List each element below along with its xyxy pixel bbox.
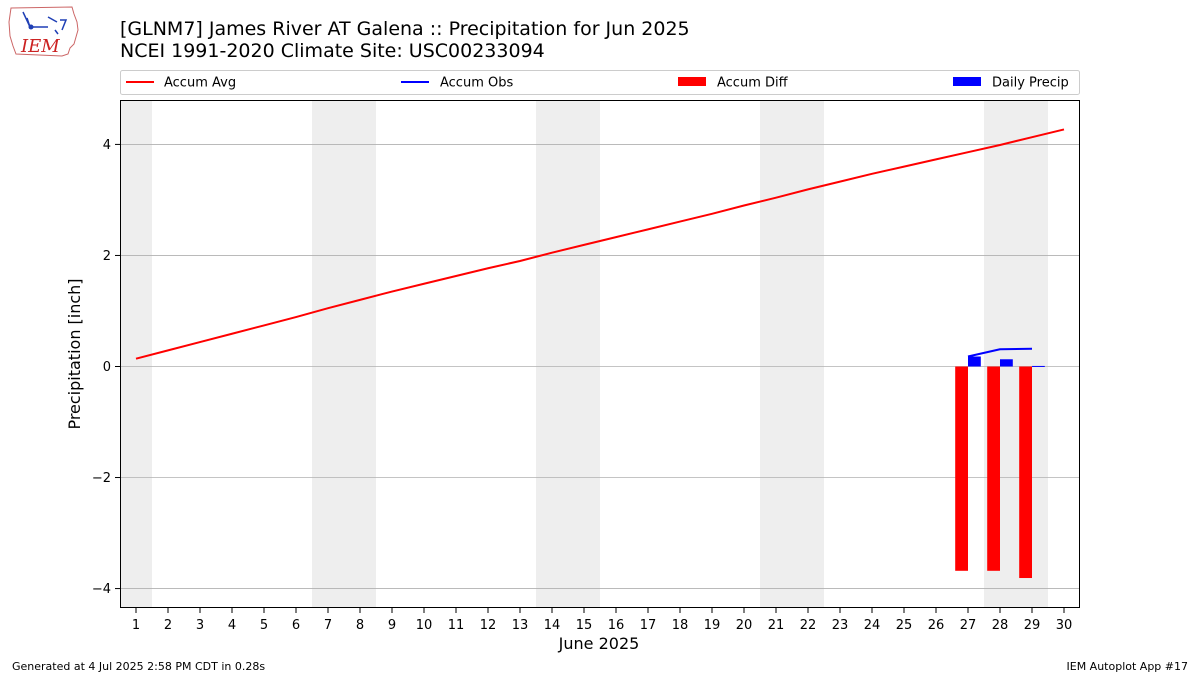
x-tick-label-14: 14 xyxy=(544,618,561,633)
legend-swatch-daily-precip xyxy=(953,77,981,86)
x-tick-label-22: 22 xyxy=(800,618,817,633)
x-axis-label: June 2025 xyxy=(558,634,640,653)
iowa-outline-icon xyxy=(8,6,79,57)
x-tick-label-20: 20 xyxy=(736,618,753,633)
x-tick-label-26: 26 xyxy=(928,618,945,633)
x-tick-label-2: 2 xyxy=(164,618,172,633)
x-tick-label-18: 18 xyxy=(672,618,689,633)
chart-title-line1: [GLNM7] James River AT Galena :: Precipi… xyxy=(120,18,690,40)
y-tick-label-0: 4 xyxy=(103,138,111,153)
x-tick-label-5: 5 xyxy=(260,618,268,633)
legend-box xyxy=(120,70,1080,95)
chart-title-line2: NCEI 1991-2020 Climate Site: USC00233094 xyxy=(120,40,545,62)
x-tick-label-19: 19 xyxy=(704,618,721,633)
x-tick-label-13: 13 xyxy=(512,618,529,633)
daily-precip-bar-29 xyxy=(1032,365,1045,367)
x-tick-label-4: 4 xyxy=(228,618,236,633)
x-tick-label-29: 29 xyxy=(1024,618,1041,633)
y-gridlines xyxy=(120,144,1080,589)
y-axis-label: Precipitation [inch] xyxy=(65,278,84,429)
accum-diff-bar-29 xyxy=(1019,366,1032,579)
accum-diff-bar-28 xyxy=(987,366,1000,571)
bars xyxy=(955,356,1045,579)
iem-logo: IEM xyxy=(8,6,79,57)
weekend-band-2 xyxy=(536,100,600,608)
x-tick-label-3: 3 xyxy=(196,618,204,633)
x-tick-label-1: 1 xyxy=(132,618,140,633)
accum-diff-bar-27 xyxy=(955,366,968,571)
x-tick-label-16: 16 xyxy=(608,618,625,633)
station-dot-icon xyxy=(28,24,34,30)
x-tick-label-21: 21 xyxy=(768,618,785,633)
x-axis-ticks: 1 2 3 4 5 6 7 8 9 10 11 12 13 14 15 16 17 18 19 20 21 22 23 24 2… xyxy=(132,608,1072,633)
y-tick-label-1: 2 xyxy=(103,249,111,264)
weekend-shading xyxy=(120,100,1048,608)
x-tick-label-28: 28 xyxy=(992,618,1009,633)
x-tick-label-8: 8 xyxy=(356,618,364,633)
lines xyxy=(135,128,1065,360)
legend-label-accum-diff: Accum Diff xyxy=(717,76,789,91)
x-tick-label-17: 17 xyxy=(640,618,657,633)
x-tick-label-10: 10 xyxy=(416,618,433,633)
footer-generated: Generated at 4 Jul 2025 2:58 PM CDT in 0… xyxy=(12,660,265,673)
x-tick-label-27: 27 xyxy=(960,618,977,633)
x-tick-label-15: 15 xyxy=(576,618,593,633)
x-tick-label-9: 9 xyxy=(388,618,396,633)
y-axis-ticks: 4 2 0 −2 −4 xyxy=(92,138,120,597)
weather-station-icon xyxy=(22,11,68,35)
plot-frame xyxy=(120,100,1080,608)
legend-label-daily-precip: Daily Precip xyxy=(992,76,1069,91)
logo-text: IEM xyxy=(20,36,60,57)
y-tick-label-3: −2 xyxy=(92,471,111,486)
x-tick-label-7: 7 xyxy=(324,618,332,633)
legend: Accum Avg Accum Obs Accum Diff Daily Pre… xyxy=(120,70,1080,95)
legend-label-accum-obs: Accum Obs xyxy=(440,76,513,91)
y-tick-label-4: −4 xyxy=(92,582,111,597)
footer-app: IEM Autoplot App #17 xyxy=(1067,660,1189,673)
weekend-band-1 xyxy=(312,100,376,608)
x-tick-label-24: 24 xyxy=(864,618,881,633)
daily-precip-bar-27 xyxy=(968,356,981,367)
x-tick-label-12: 12 xyxy=(480,618,497,633)
x-tick-label-23: 23 xyxy=(832,618,849,633)
x-tick-label-30: 30 xyxy=(1056,618,1073,633)
accum-avg-line xyxy=(135,128,1065,360)
x-tick-label-25: 25 xyxy=(896,618,913,633)
weekend-band-3 xyxy=(760,100,824,608)
y-tick-label-2: 0 xyxy=(103,360,111,375)
x-tick-label-6: 6 xyxy=(292,618,300,633)
legend-swatch-accum-diff xyxy=(678,77,706,86)
accum-obs-line xyxy=(967,347,1033,358)
weekend-band-0 xyxy=(120,100,152,608)
legend-label-accum-avg: Accum Avg xyxy=(164,76,236,91)
x-tick-label-11: 11 xyxy=(448,618,465,633)
daily-precip-bar-28 xyxy=(1000,359,1013,367)
